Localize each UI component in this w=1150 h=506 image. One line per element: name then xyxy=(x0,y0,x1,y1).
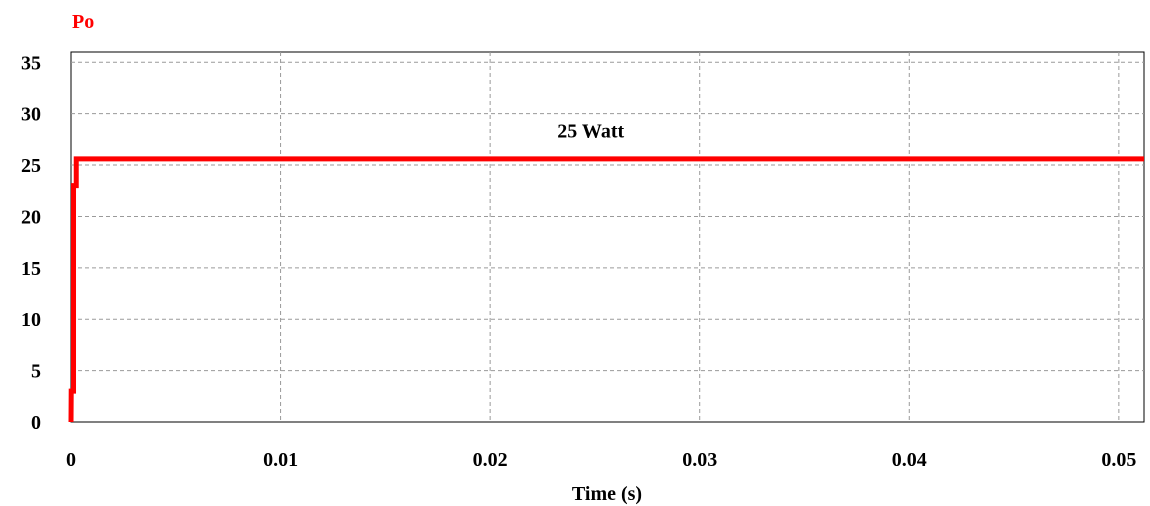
grid-lines xyxy=(70,51,1145,423)
x-axis-label: Time (s) xyxy=(572,483,642,505)
y-tick-label: 10 xyxy=(21,309,41,331)
x-tick-label: 0.03 xyxy=(682,449,717,471)
plot-area xyxy=(68,156,1144,423)
plot-frame xyxy=(70,51,1145,423)
x-axis-ticks: 0 0.01 0.02 0.03 0.04 0.05 xyxy=(66,449,1136,471)
series-label-po: Po xyxy=(72,11,94,33)
series-line-po xyxy=(68,156,1144,423)
y-tick-label: 5 xyxy=(31,361,41,383)
y-tick-label: 35 xyxy=(21,52,41,74)
x-tick-label: 0.02 xyxy=(473,449,508,471)
x-tick-label: 0.05 xyxy=(1101,449,1136,471)
y-tick-label: 15 xyxy=(21,258,41,280)
y-tick-label: 0 xyxy=(31,412,41,434)
annotations: 25 Watt xyxy=(557,120,624,142)
y-tick-label: 25 xyxy=(21,155,41,177)
annotation-label: 25 Watt xyxy=(557,120,624,142)
y-axis-ticks: 0 5 10 15 20 25 30 35 xyxy=(21,52,41,434)
x-tick-label: 0.04 xyxy=(892,449,927,471)
y-tick-label: 30 xyxy=(21,104,41,126)
x-tick-label: 0.01 xyxy=(263,449,298,471)
y-tick-label: 20 xyxy=(21,206,41,228)
x-tick-label: 0 xyxy=(66,449,76,471)
